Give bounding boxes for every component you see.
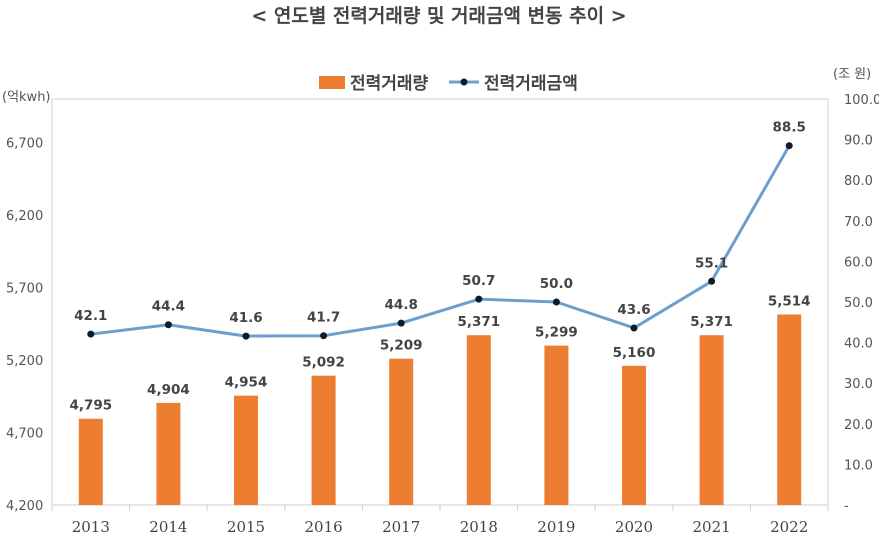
x-tick-label: 2017 [382, 518, 420, 536]
bar [777, 314, 802, 505]
x-tick-label: 2020 [615, 518, 653, 536]
line-point [397, 319, 405, 327]
bar-value-label: 4,954 [225, 375, 268, 391]
right-tick-label: 70.0 [844, 215, 873, 230]
line-value-label: 41.7 [307, 310, 340, 326]
bar-value-label: 5,160 [613, 345, 656, 361]
right-tick-label: - [844, 499, 849, 514]
left-axis-unit: (억kwh) [2, 90, 51, 105]
line-point [630, 324, 638, 332]
line-point [708, 277, 716, 285]
x-tick-label: 2014 [149, 518, 187, 536]
line-series: 42.1 44.4 41.6 41.7 44.8 50.7 50.0 43.6 55.1 88.5 [74, 120, 806, 340]
line-value-label: 88.5 [773, 120, 806, 136]
line-point [552, 298, 560, 306]
right-axis: - 10.0 20.0 30.0 40.0 50.0 60.0 70.0 80.0 90.0 100… [844, 93, 879, 514]
line-point [87, 330, 95, 338]
left-axis: 4,200 4,700 5,200 5,700 6,200 6,700 [6, 137, 43, 515]
bar-value-label: 5,514 [768, 293, 811, 309]
x-tick-label: 2022 [770, 518, 808, 536]
left-tick-label: 4,700 [6, 427, 43, 442]
legend: 전력거래량 전력거래금액 [319, 74, 578, 94]
bar [544, 345, 569, 505]
left-tick-label: 6,700 [6, 137, 43, 152]
legend-bar-label: 전력거래량 [350, 74, 429, 94]
bar [699, 335, 724, 505]
x-tick-label: 2016 [305, 518, 343, 536]
legend-line-label: 전력거래금액 [484, 74, 578, 94]
right-tick-label: 30.0 [844, 377, 873, 392]
x-axis: 2013 2014 2015 2016 2017 2018 2019 2020 2021 2022 [51, 505, 829, 536]
bar-value-label: 5,209 [380, 338, 423, 354]
bar [389, 358, 414, 505]
left-tick-label: 6,200 [6, 209, 43, 224]
left-tick-label: 5,700 [6, 282, 43, 297]
right-tick-label: 40.0 [844, 337, 873, 352]
bar-value-label: 5,371 [457, 314, 500, 330]
bar-value-label: 5,092 [302, 355, 345, 371]
bar-value-label: 4,904 [147, 382, 190, 398]
x-tick-label: 2021 [693, 518, 731, 536]
chart-title: < 연도별 전력거래량 및 거래금액 변동 추이 > [251, 5, 626, 27]
right-tick-label: 60.0 [844, 255, 873, 270]
bar [234, 395, 258, 505]
right-tick-label: 90.0 [844, 134, 873, 149]
bar-value-label: 5,299 [535, 325, 578, 341]
line-value-label: 50.7 [462, 273, 495, 289]
line-value-label: 43.6 [617, 302, 650, 318]
line-point [475, 295, 483, 303]
line-value-label: 42.1 [74, 308, 107, 324]
line-point [320, 332, 328, 340]
line-point [242, 332, 250, 340]
line-point [164, 321, 172, 329]
bar-series: 4,795 4,904 4,954 5,092 5,209 5,371 5,299 5,160… [69, 293, 811, 505]
right-tick-label: 50.0 [844, 296, 873, 311]
bar-value-label: 5,371 [690, 314, 733, 330]
x-tick-label: 2019 [537, 518, 575, 536]
bar [622, 365, 646, 505]
bar [466, 335, 491, 505]
legend-line-marker [460, 78, 468, 86]
x-tick-label: 2018 [460, 518, 498, 536]
line-value-label: 41.6 [229, 310, 262, 326]
left-tick-label: 5,200 [6, 354, 43, 369]
right-axis-unit: (조 원) [833, 67, 871, 82]
line-value-label: 44.8 [385, 297, 418, 313]
legend-bar-swatch [319, 76, 345, 89]
x-tick-label: 2015 [227, 518, 265, 536]
bar-value-label: 4,795 [69, 398, 112, 414]
left-tick-label: 4,200 [6, 499, 43, 514]
right-tick-label: 80.0 [844, 174, 873, 189]
line-value-label: 55.1 [695, 255, 728, 271]
right-tick-label: 20.0 [844, 418, 873, 433]
line-value-label: 44.4 [152, 299, 185, 315]
x-tick-label: 2013 [72, 518, 110, 536]
right-tick-label: 100.0 [844, 93, 879, 108]
right-tick-label: 10.0 [844, 458, 873, 473]
bar [78, 418, 103, 505]
line-point [785, 142, 793, 150]
line-value-label: 50.0 [540, 276, 573, 292]
line-path [90, 144, 791, 338]
bar [311, 375, 336, 505]
bar [156, 402, 181, 505]
